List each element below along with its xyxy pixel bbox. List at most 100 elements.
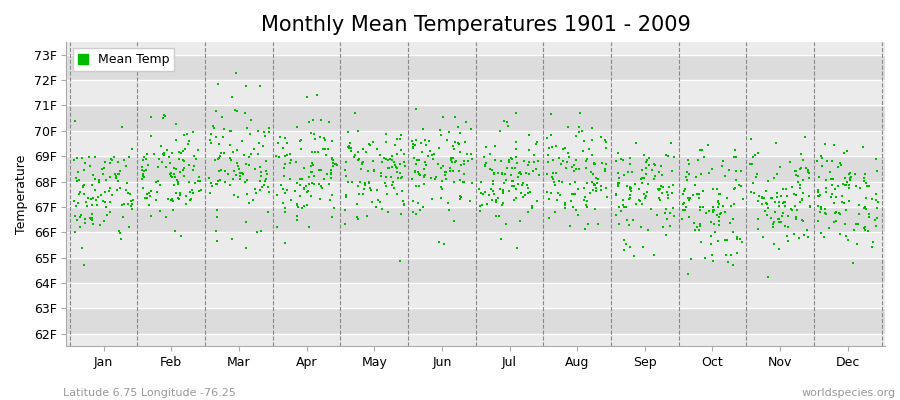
Point <box>70 200 85 206</box>
Point <box>870 214 885 221</box>
Point <box>407 155 421 161</box>
Point <box>378 180 392 186</box>
Point <box>103 208 117 215</box>
Point <box>308 148 322 155</box>
Point <box>419 162 434 168</box>
Point <box>304 180 319 187</box>
Point <box>706 208 721 215</box>
Point <box>499 220 513 227</box>
Point <box>363 185 377 191</box>
Point <box>577 185 591 192</box>
Point <box>108 170 122 177</box>
Point <box>544 174 559 180</box>
Point <box>770 194 784 200</box>
Point <box>639 192 653 199</box>
Bar <box>67 55 885 80</box>
Point <box>611 182 625 188</box>
Point <box>608 191 623 197</box>
Point <box>210 214 224 220</box>
Point <box>545 157 560 163</box>
Point <box>154 143 168 149</box>
Point <box>587 181 601 187</box>
Point <box>451 124 465 131</box>
Point <box>508 146 523 152</box>
Point <box>636 152 651 158</box>
Point <box>84 216 98 222</box>
Point <box>791 235 806 241</box>
Point <box>381 209 395 216</box>
Point <box>588 206 602 212</box>
Point <box>135 164 149 170</box>
Point <box>525 204 539 211</box>
Point <box>341 144 356 150</box>
Point <box>661 192 675 198</box>
Point <box>85 211 99 217</box>
Point <box>717 209 732 215</box>
Point <box>818 176 832 183</box>
Point <box>92 177 106 183</box>
Point <box>320 171 335 177</box>
Point <box>483 151 498 157</box>
Point <box>111 170 125 177</box>
Point <box>828 210 842 216</box>
Point <box>525 203 539 210</box>
Point <box>456 158 471 164</box>
Point <box>186 152 201 159</box>
Point <box>497 117 511 124</box>
Point <box>461 158 475 164</box>
Point <box>789 206 804 213</box>
Point <box>428 174 443 180</box>
Point <box>464 180 479 186</box>
Point <box>202 175 217 181</box>
Point <box>189 156 203 163</box>
Point <box>388 162 402 168</box>
Point <box>486 188 500 194</box>
Point <box>324 170 338 176</box>
Point <box>210 181 224 187</box>
Point <box>405 176 419 182</box>
Point <box>222 182 237 188</box>
Point <box>869 205 884 211</box>
Point <box>251 140 266 146</box>
Point <box>85 202 99 208</box>
Point <box>369 204 383 210</box>
Point <box>822 225 836 232</box>
Point <box>635 244 650 250</box>
Title: Monthly Mean Temperatures 1901 - 2009: Monthly Mean Temperatures 1901 - 2009 <box>261 15 690 35</box>
Point <box>644 166 659 173</box>
Point <box>343 140 357 146</box>
Bar <box>67 207 885 232</box>
Point <box>647 161 662 168</box>
Point <box>274 182 289 188</box>
Point <box>84 196 98 202</box>
Point <box>588 161 602 167</box>
Point <box>667 153 681 160</box>
Point <box>296 165 310 171</box>
Point <box>81 195 95 201</box>
Point <box>394 174 409 180</box>
Point <box>858 224 872 231</box>
Point <box>443 168 457 174</box>
Point <box>134 176 148 183</box>
Point <box>212 153 227 159</box>
Point <box>554 161 569 167</box>
Point <box>644 206 659 212</box>
Point <box>139 156 153 162</box>
Point <box>410 157 424 164</box>
Point <box>856 144 870 150</box>
Point <box>112 171 126 178</box>
Point <box>70 216 85 223</box>
Point <box>188 179 202 186</box>
Point <box>501 157 516 163</box>
Point <box>787 231 801 237</box>
Point <box>770 140 784 146</box>
Point <box>860 195 874 202</box>
Point <box>589 182 603 188</box>
Point <box>320 146 335 152</box>
Point <box>833 162 848 169</box>
Point <box>487 170 501 176</box>
Point <box>437 172 452 178</box>
Point <box>572 124 586 130</box>
Point <box>68 198 82 204</box>
Point <box>755 194 770 201</box>
